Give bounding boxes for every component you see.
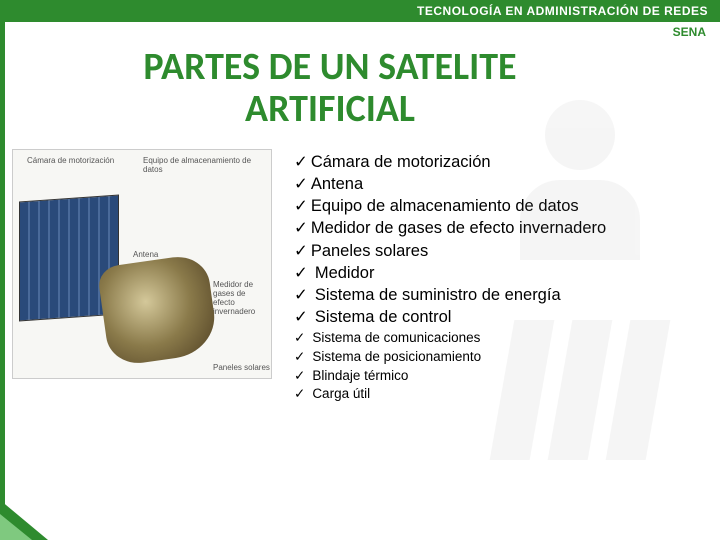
list-item: ✓ Sistema de suministro de energía [294,284,606,306]
diagram-label: Medidor de gases de efecto invernadero [213,280,269,316]
check-icon: ✓ [294,151,308,173]
list-item: ✓ Medidor [294,262,606,284]
check-icon: ✓ [294,385,305,404]
check-icon: ✓ [294,348,305,367]
check-icon: ✓ [294,284,308,306]
item-text: Blindaje térmico [312,367,408,386]
list-item: ✓Cámara de motorización [294,151,606,173]
list-item: ✓Antena [294,173,606,195]
item-text: Medidor de gases de efecto invernadero [311,217,606,239]
item-text: Medidor [315,262,375,284]
item-text: Sistema de comunicaciones [312,329,480,348]
item-text: Equipo de almacenamiento de datos [311,195,579,217]
diagram-label: Paneles solares [213,363,270,372]
item-text: Carga útil [312,385,370,404]
list-item: ✓ Blindaje térmico [294,367,606,386]
check-icon: ✓ [294,262,308,284]
item-text: Sistema de control [315,306,452,328]
check-icon: ✓ [294,173,308,195]
satellite-diagram: Cámara de motorización Equipo de almacen… [12,149,272,379]
check-icon: ✓ [294,329,305,348]
parts-list: ✓Cámara de motorización ✓Antena ✓Equipo … [294,149,606,405]
satellite-body-shape [97,252,220,366]
content-area: Cámara de motorización Equipo de almacen… [0,149,720,405]
header-bar: TECNOLOGÍA EN ADMINISTRACIÓN DE REDES [0,0,720,22]
list-item: ✓ Sistema de comunicaciones [294,329,606,348]
item-text: Paneles solares [311,240,428,262]
list-item: ✓Paneles solares [294,240,606,262]
check-icon: ✓ [294,217,308,239]
corner-accent-inner [0,514,32,540]
list-item: ✓ Sistema de posicionamiento [294,348,606,367]
item-text: Antena [311,173,363,195]
diagram-label: Cámara de motorización [27,156,114,165]
list-item: ✓ Carga útil [294,385,606,404]
subheader: SENA [0,22,720,41]
check-icon: ✓ [294,367,305,386]
item-text: Sistema de posicionamiento [312,348,481,367]
item-text: Sistema de suministro de energía [315,284,561,306]
item-text: Cámara de motorización [311,151,491,173]
page-title: PARTES DE UN SATELITE ARTIFICIAL [60,47,600,131]
check-icon: ✓ [294,306,308,328]
left-accent-bar [0,22,5,540]
list-item: ✓Medidor de gases de efecto invernadero [294,217,606,239]
diagram-label: Antena [133,250,158,259]
header-org: SENA [673,25,706,39]
list-item: ✓ Sistema de control [294,306,606,328]
list-item: ✓Equipo de almacenamiento de datos [294,195,606,217]
check-icon: ✓ [294,195,308,217]
header-course: TECNOLOGÍA EN ADMINISTRACIÓN DE REDES [417,4,708,18]
check-icon: ✓ [294,240,308,262]
diagram-label: Equipo de almacenamiento de datos [143,156,271,174]
